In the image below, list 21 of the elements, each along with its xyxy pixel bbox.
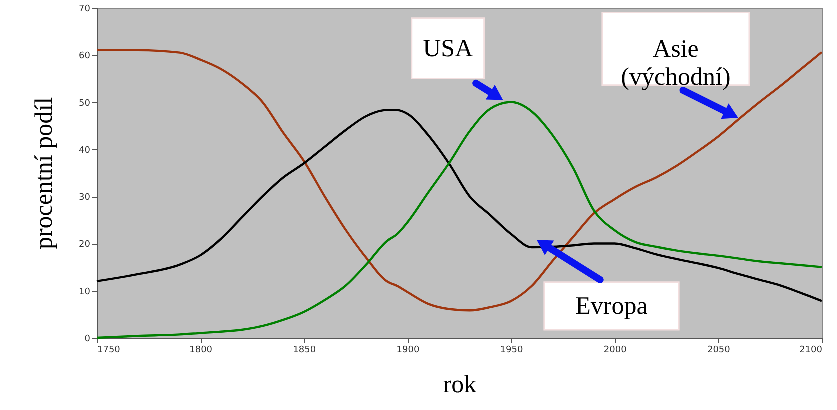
series-label: Evropa xyxy=(576,293,648,320)
x-axis-title: rok xyxy=(443,372,478,398)
y-axis-title: procentní podíl xyxy=(31,97,58,250)
x-tick-label: 2100 xyxy=(800,346,823,356)
y-tick-label: 40 xyxy=(79,146,91,156)
y-tick-label: 50 xyxy=(79,98,91,109)
x-tick-label: 1800 xyxy=(190,346,213,356)
y-tick-label: 0 xyxy=(84,334,91,344)
x-tick-label: 1900 xyxy=(396,346,420,356)
y-tick-label: 30 xyxy=(79,193,91,204)
y-tick-label: 60 xyxy=(79,52,91,62)
y-tick-label: 10 xyxy=(79,287,91,298)
x-tick-label: 1850 xyxy=(293,346,316,356)
x-tick-label: 1950 xyxy=(500,346,524,356)
x-tick-label: 1750 xyxy=(98,346,121,356)
y-tick-label: 20 xyxy=(79,240,91,250)
series-label: USA xyxy=(423,36,474,63)
series-label: Asie (východní) xyxy=(621,36,731,92)
y-tick-label: 70 xyxy=(79,4,91,14)
x-tick-label: 2000 xyxy=(604,346,628,356)
x-tick-label: 2050 xyxy=(707,346,731,356)
